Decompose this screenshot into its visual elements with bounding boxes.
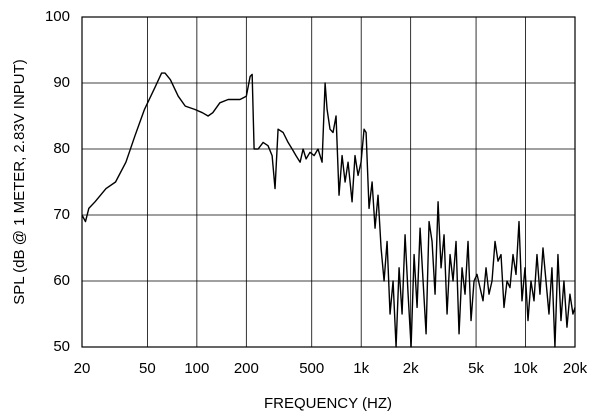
x-tick-label: 10k [513, 360, 538, 377]
x-tick-label: 2k [403, 360, 419, 377]
y-axis-label: SPL (dB @ 1 METER, 2.83V INPUT) [11, 59, 28, 305]
plot-frame [81, 16, 576, 348]
y-tick-label: 60 [53, 272, 70, 289]
x-tick-label: 1k [353, 360, 369, 377]
x-tick-label: 20k [563, 360, 588, 377]
y-tick-label: 80 [53, 140, 70, 157]
x-tick-label: 500 [299, 360, 324, 377]
x-tick-label: 20 [74, 360, 91, 377]
x-tick-label: 100 [184, 360, 209, 377]
x-tick-label: 200 [234, 360, 259, 377]
y-tick-label: 70 [53, 206, 70, 223]
x-tick-label: 50 [139, 360, 156, 377]
x-tick-label: 5k [468, 360, 484, 377]
response-line [81, 72, 576, 348]
y-tick-label: 100 [45, 8, 70, 25]
y-tick-label: 90 [53, 74, 70, 91]
x-axis-label: FREQUENCY (HZ) [264, 395, 392, 412]
y-tick-label: 50 [53, 338, 70, 355]
